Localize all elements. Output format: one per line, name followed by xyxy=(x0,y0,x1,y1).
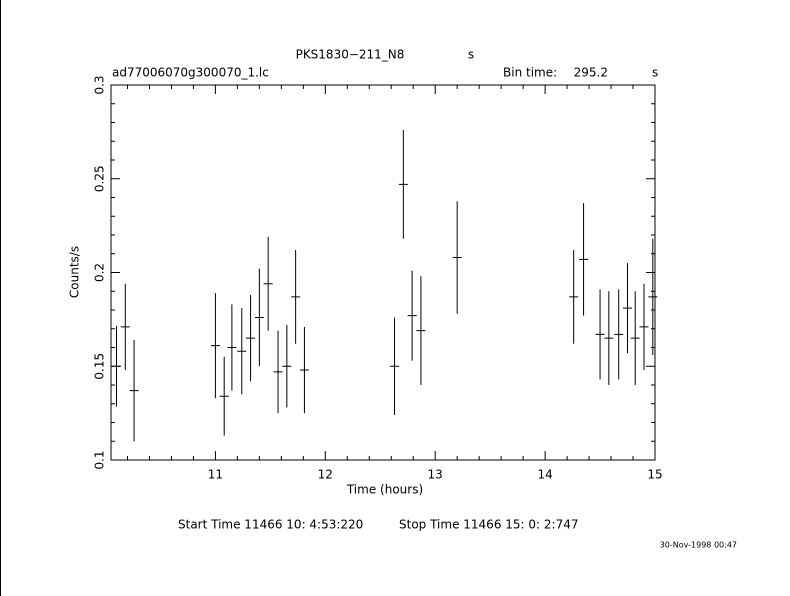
stop-time: Stop Time 11466 15: 0: 2:747 xyxy=(399,518,578,532)
x-tick-label: 12 xyxy=(318,468,333,482)
y-tick-label: 0.1 xyxy=(93,450,107,469)
y-tick-label: 0.2 xyxy=(93,263,107,282)
start-time: Start Time 11466 10: 4:53:220 xyxy=(178,518,363,532)
chart-title: PKS1830−211_N8 xyxy=(296,48,405,62)
date: 30-Nov-1998 00:47 xyxy=(660,541,737,550)
y-axis-label: Counts/s xyxy=(68,246,82,298)
bin-time-unit: s xyxy=(652,66,658,80)
x-tick-label: 13 xyxy=(428,468,443,482)
title-unit: s xyxy=(468,48,474,62)
bin-time: 295.2 xyxy=(574,66,608,80)
y-tick-label: 0.25 xyxy=(93,165,107,192)
x-tick-label: 15 xyxy=(647,468,662,482)
subtitle: ad77006070g300070_1.lc xyxy=(112,66,269,80)
x-tick-label: 11 xyxy=(208,468,223,482)
y-tick-label: 0.3 xyxy=(93,75,107,94)
x-axis-label: Time (hours) xyxy=(346,483,423,497)
bin-time-label: Bin time: xyxy=(503,66,557,80)
x-tick-label: 14 xyxy=(537,468,552,482)
y-tick-label: 0.15 xyxy=(93,353,107,380)
